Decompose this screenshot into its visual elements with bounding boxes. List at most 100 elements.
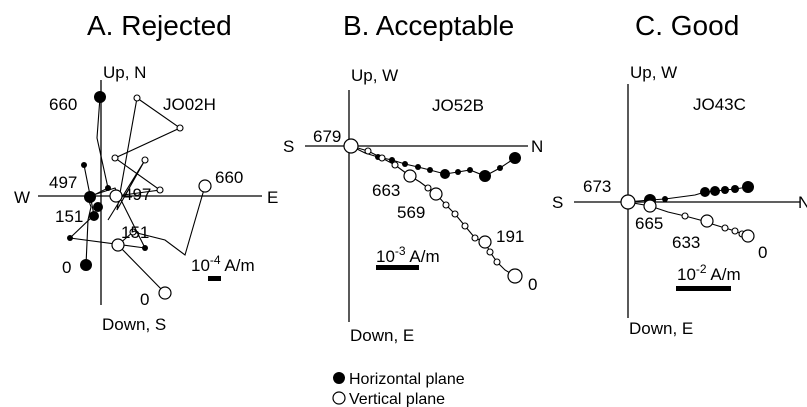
panel-c-step-label: 665 xyxy=(635,214,663,233)
panel-c-v-point xyxy=(643,199,657,213)
panel-c-v-point xyxy=(721,224,729,232)
panel-a-v-point xyxy=(111,154,119,162)
panel-b-h-point xyxy=(440,169,450,179)
panel-a-horizontal-path-2 xyxy=(68,164,146,249)
panel-b-step-label: 191 xyxy=(496,227,524,246)
panel-b-h-point xyxy=(467,167,473,173)
panel-c-h-point xyxy=(662,196,668,202)
panel-a-h-point xyxy=(93,202,103,212)
panel-c-h-point xyxy=(721,186,729,194)
panel-b-step-label: 679 xyxy=(313,127,341,146)
panel-b-axis-up: Up, W xyxy=(351,66,398,85)
panel-c-v-point xyxy=(731,227,739,235)
panel-a-h-point xyxy=(81,162,87,168)
panel-c-h-point xyxy=(742,181,754,193)
panel-a-axis-left: W xyxy=(14,188,30,207)
panel-b-v-point xyxy=(391,161,399,169)
panel-a-axis-right: E xyxy=(267,188,278,207)
panel-a-step-label: 151 xyxy=(55,207,83,226)
panel-a-h-point xyxy=(84,191,96,203)
panel-b-step-label: 569 xyxy=(397,203,425,222)
panel-b-v-point xyxy=(403,169,417,183)
panel-c-axis-down: Down, E xyxy=(629,319,693,338)
panel-b: B. Acceptable Up, W Down, E S N JO52B xyxy=(283,10,543,345)
panel-a-v-point xyxy=(111,238,125,252)
panel-a-step-label: 497 xyxy=(123,185,151,204)
panel-a-v-point xyxy=(141,156,149,164)
panel-c-h-point xyxy=(710,186,720,196)
panel-a: A. Rejected Up, N Down, S W E JO02H xyxy=(14,10,278,334)
panel-a-h-point xyxy=(89,211,99,221)
panel-b-v-point xyxy=(429,187,443,201)
panel-c-axis-up: Up, W xyxy=(630,63,677,82)
panel-b-scale-bar xyxy=(376,265,419,270)
panel-b-v-point xyxy=(507,268,523,284)
panel-c-axis-left: S xyxy=(552,193,563,212)
panel-b-v-point xyxy=(471,234,479,242)
panel-c-v-point xyxy=(700,214,714,228)
panel-c-step-label: 633 xyxy=(672,233,700,252)
panel-b-v-point xyxy=(442,201,450,209)
panel-a-h-point xyxy=(94,91,106,103)
panel-b-h-point xyxy=(427,167,433,173)
legend-horizontal-label: Horizontal plane xyxy=(349,371,465,388)
panel-b-v-point xyxy=(424,184,432,192)
panel-b-scale-label: 10-3 A/m xyxy=(376,244,440,266)
panel-a-scale-bar xyxy=(208,276,221,281)
panel-a-step-label: 0 xyxy=(62,258,71,277)
panel-c-axis-right: N xyxy=(798,193,807,212)
panel-a-v-point xyxy=(158,286,172,300)
panel-b-v-point xyxy=(493,258,501,266)
panel-a-step-label: 151 xyxy=(121,223,149,242)
panel-b-h-point xyxy=(455,169,461,175)
panel-b-v-point xyxy=(478,235,492,249)
panel-b-specimen: JO52B xyxy=(432,96,484,115)
panel-a-step-label: 660 xyxy=(215,168,243,187)
panel-a-step-label: 0 xyxy=(140,290,149,309)
panel-b-v-point xyxy=(451,210,459,218)
panel-a-axis-down: Down, S xyxy=(102,315,166,334)
panel-a-scale-label: 10-4 A/m xyxy=(191,253,255,275)
panel-c-title: C. Good xyxy=(635,10,739,41)
panel-a-h-point xyxy=(67,235,73,241)
panel-b-step-label: 663 xyxy=(372,181,400,200)
panel-b-axis-down: Down, E xyxy=(350,326,414,345)
panel-c-horizontal-path xyxy=(627,186,749,203)
panel-b-axis-left: S xyxy=(283,137,294,156)
panel-c-h-point xyxy=(700,187,710,197)
panel-b-h-point xyxy=(389,157,395,163)
panel-a-h-point xyxy=(142,245,148,251)
panel-c-scale-label: 10-2 A/m xyxy=(677,262,741,284)
panel-a-horizontal-path xyxy=(85,96,109,266)
panel-b-v-point xyxy=(364,147,372,155)
panel-b-h-point xyxy=(415,164,421,170)
panel-b-title: B. Acceptable xyxy=(343,10,514,41)
panel-b-h-point xyxy=(509,152,521,164)
panel-c: C. Good Up, W Down, E S N JO43C 673 665 … xyxy=(552,10,807,338)
panel-b-v-point xyxy=(343,138,359,154)
panel-a-title: A. Rejected xyxy=(87,10,232,41)
panel-a-v-point xyxy=(133,94,141,102)
panel-a-vertical-path-2 xyxy=(107,97,182,221)
legend-vertical-label: Vertical plane xyxy=(349,391,445,407)
panel-a-v-point xyxy=(109,189,123,203)
panel-a-v-point xyxy=(198,179,212,193)
panel-a-v-point xyxy=(176,124,184,132)
horizontal-plane-marker xyxy=(333,372,345,384)
panel-a-step-label: 497 xyxy=(49,173,77,192)
panel-b-horizontal-path xyxy=(350,145,516,177)
panel-b-v-point xyxy=(486,248,494,256)
panel-a-axis-up: Up, N xyxy=(103,63,146,82)
panel-c-step-label: 673 xyxy=(583,177,611,196)
panel-b-h-point xyxy=(402,161,408,167)
panel-a-h-point xyxy=(105,185,111,191)
panel-b-axis-right: N xyxy=(531,137,543,156)
panel-c-v-point xyxy=(741,229,755,243)
panel-c-specimen: JO43C xyxy=(693,95,746,114)
vertical-plane-marker xyxy=(332,391,346,405)
panel-b-step-label: 0 xyxy=(528,275,537,294)
panel-c-h-point xyxy=(731,185,739,193)
panel-a-step-label: 660 xyxy=(49,95,77,114)
panel-c-step-label: 0 xyxy=(758,243,767,262)
